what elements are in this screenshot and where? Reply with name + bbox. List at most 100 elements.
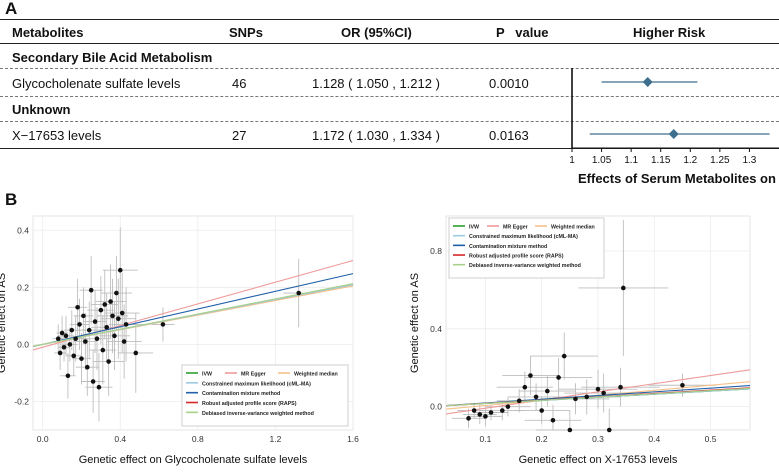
scatter-plot-x17653: 0.1 0.2 0.3 0.4 0.5 0.0 0.4 0.8 Genetic effect o…	[409, 215, 751, 466]
data-point	[61, 344, 67, 350]
data-point	[69, 327, 75, 333]
row-divider	[0, 121, 779, 122]
section-secondary-bile-acid: Secondary Bile Acid Metabolism	[12, 50, 213, 65]
legend-entry: Debiased inverse-variance weighted metho…	[202, 411, 314, 417]
legend-entry: Robust adjusted profile score (RAPS)	[469, 254, 564, 260]
legend-entry: Weighted median	[551, 225, 595, 231]
table-top-rule	[0, 19, 779, 20]
x-axis-label: Genetic effect on Glycocholenate sulfate…	[79, 454, 308, 466]
regression-line	[32, 259, 354, 351]
forest-x-tick-label: 1	[569, 155, 575, 166]
data-point	[92, 319, 98, 324]
col-header-snps: SNPs	[229, 25, 263, 40]
y-tick-label: 0.8	[430, 246, 442, 256]
x-tick-label: 0.3	[592, 434, 604, 444]
x-tick-label: 0.4	[648, 434, 660, 444]
data-point	[102, 302, 108, 307]
col-header-risk: Higher Risk	[633, 25, 706, 40]
data-point	[110, 313, 115, 319]
data-point	[601, 390, 606, 396]
data-point	[86, 327, 92, 333]
data-point	[55, 336, 61, 341]
data-point	[119, 310, 125, 316]
y-tick-label: 0.4	[430, 324, 442, 334]
data-point	[545, 388, 550, 394]
forest-x-tick-label: 1.15	[651, 155, 671, 166]
data-point	[114, 290, 119, 296]
data-point	[296, 290, 301, 296]
data-point	[85, 364, 90, 370]
data-point	[71, 353, 77, 359]
table-row-p: 0.0010	[489, 76, 529, 91]
forest-x-tick-label: 1.25	[710, 155, 730, 166]
data-point	[595, 386, 601, 392]
legend-box	[181, 364, 349, 427]
legend-entry: Constrained maximum likelihood (cML-MA)	[469, 234, 578, 240]
data-point	[106, 359, 111, 364]
y-tick-label: 0.4	[17, 225, 29, 235]
forest-x-tick-label: 1.2	[683, 155, 697, 166]
data-point	[584, 394, 590, 400]
regression-line	[445, 369, 751, 415]
table-row-p: 0.0163	[489, 128, 529, 143]
y-tick-label: 0.0	[17, 339, 29, 349]
data-point	[67, 342, 73, 347]
data-point	[606, 427, 612, 433]
x-axis-label: Genetic effect on X-17653 levels	[519, 454, 678, 466]
forest-x-tick-label: 1.1	[624, 155, 638, 166]
data-point	[112, 333, 117, 339]
data-point	[63, 333, 69, 339]
data-point	[477, 412, 483, 417]
data-point	[556, 375, 561, 380]
data-point	[539, 408, 545, 413]
col-header-or: OR (95%CI)	[341, 25, 412, 40]
data-point	[96, 384, 102, 390]
data-point	[680, 382, 685, 388]
data-point	[522, 384, 528, 390]
x-tick-label: 0.4	[114, 434, 126, 444]
x-tick-label: 0.1	[479, 434, 491, 444]
data-point	[471, 408, 477, 413]
row-divider	[0, 68, 779, 69]
forest-plot: 1 1.05 1.1 1.15 1.2 1.25 1.3	[569, 68, 779, 166]
data-point	[561, 353, 567, 359]
x-tick-label: 0.5	[705, 434, 717, 444]
legend-entry: Constrained maximum likelihood (cML-MA)	[202, 381, 311, 387]
legend-box	[448, 217, 605, 279]
panel-a-label: A	[5, 0, 18, 18]
data-point	[81, 313, 86, 319]
data-point	[133, 350, 139, 356]
data-point	[466, 416, 471, 421]
data-point	[533, 394, 539, 400]
y-axis-label: Genetic effect on AS	[409, 273, 421, 373]
y-tick-label: -0.2	[14, 396, 29, 406]
col-header-metabolites: Metabolites	[12, 25, 84, 40]
data-point	[121, 339, 127, 344]
scatter-plot-glycocholenate: 0.0 0.4 0.8 1.2 1.6 -0.2 0.0 0.2 0.4 Genetic effe…	[0, 215, 359, 466]
data-point	[550, 417, 556, 423]
x-tick-label: 1.2	[270, 434, 282, 444]
y-tick-label: 0.2	[17, 282, 29, 292]
y-axis-label: Genetic effect on AS	[0, 273, 8, 373]
data-point	[75, 305, 80, 310]
data-point	[108, 299, 113, 304]
data-point	[57, 350, 63, 356]
forest-point	[642, 77, 653, 87]
data-point	[116, 316, 121, 322]
data-point	[88, 287, 94, 293]
data-point	[79, 356, 84, 361]
table-bottom-rule	[0, 148, 779, 149]
data-point	[77, 322, 82, 327]
forest-x-tick-label: 1.3	[742, 155, 756, 166]
data-point	[528, 373, 533, 378]
legend-entry: MR Egger	[241, 372, 266, 378]
data-point	[65, 373, 71, 379]
table-row-snps: 46	[232, 76, 247, 91]
legend-entry: Debiased inverse-variance weighted metho…	[469, 263, 581, 269]
row-divider	[0, 96, 779, 97]
data-point	[100, 347, 106, 353]
y-tick-label: 0.0	[430, 402, 442, 412]
regression-line	[32, 273, 354, 348]
forest-xlabel: Effects of Serum Metabolites on AS	[578, 171, 779, 186]
table-row-or: 1.128 ( 1.050 , 1.212 )	[312, 76, 440, 91]
